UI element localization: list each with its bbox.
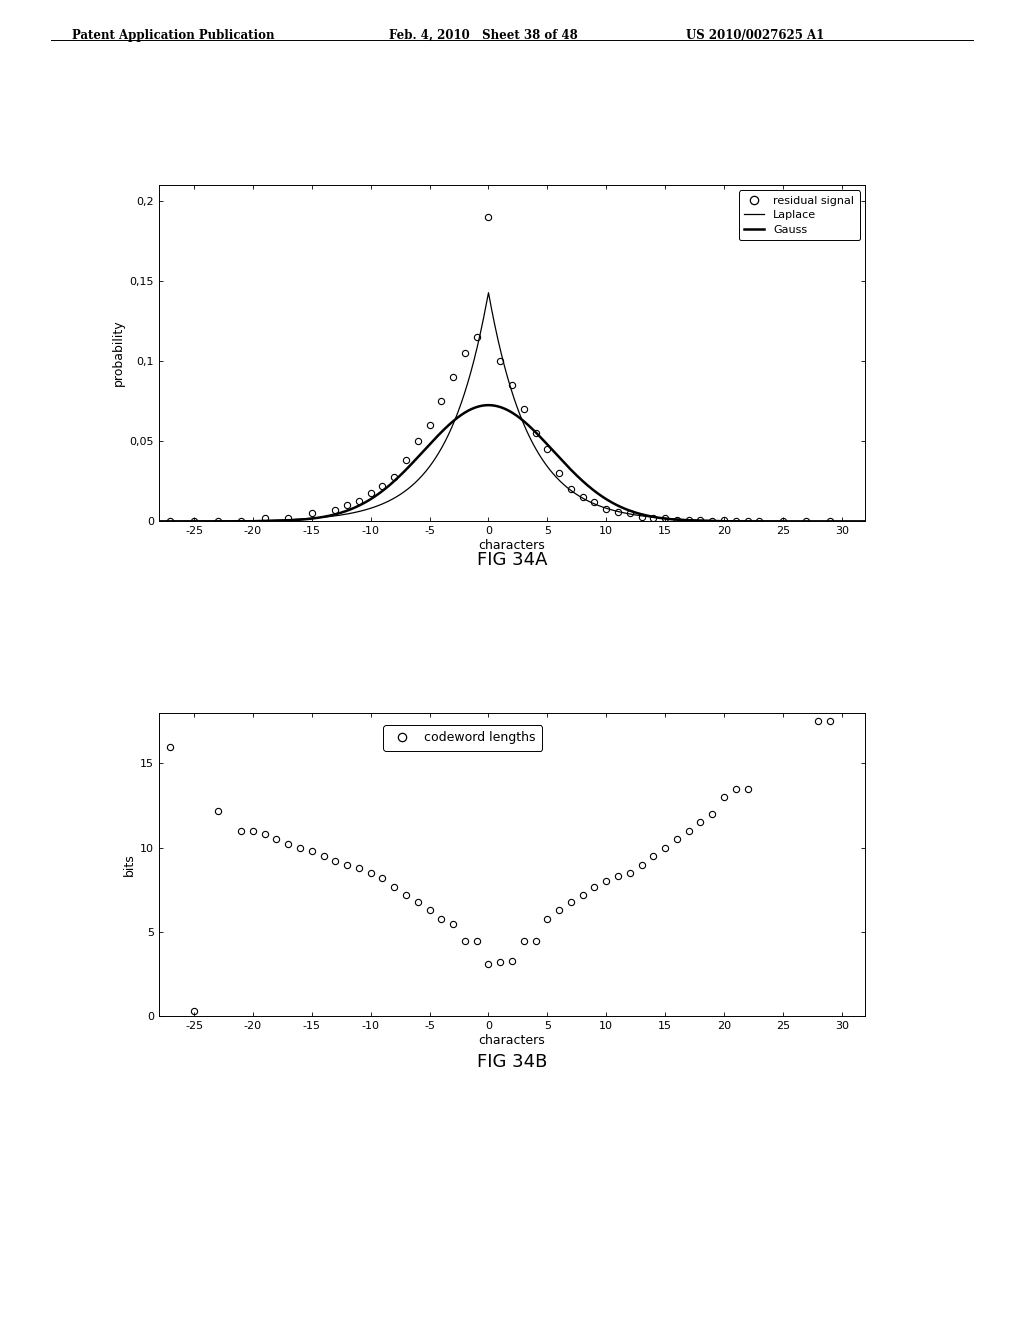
residual signal <box>412 433 424 449</box>
Gauss <box>710 513 722 529</box>
residual signal <box>635 508 647 524</box>
residual signal <box>823 513 836 529</box>
residual signal <box>435 393 447 409</box>
residual signal <box>482 209 495 224</box>
residual signal <box>282 511 295 527</box>
Laplace <box>839 513 851 529</box>
residual signal <box>624 506 636 521</box>
residual signal <box>459 345 471 360</box>
Laplace <box>188 513 201 529</box>
Text: Patent Application Publication: Patent Application Publication <box>72 29 274 42</box>
Line: Laplace: Laplace <box>159 293 865 521</box>
Laplace <box>710 512 722 528</box>
residual signal <box>388 469 400 484</box>
residual signal <box>234 513 248 529</box>
Text: Feb. 4, 2010   Sheet 38 of 48: Feb. 4, 2010 Sheet 38 of 48 <box>389 29 578 42</box>
residual signal <box>611 504 624 520</box>
residual signal <box>565 482 578 498</box>
Gauss <box>477 397 489 413</box>
residual signal <box>164 513 176 529</box>
residual signal <box>671 512 683 528</box>
X-axis label: characters: characters <box>478 1034 546 1047</box>
residual signal <box>741 513 754 529</box>
Gauss <box>497 400 509 416</box>
Laplace <box>859 513 871 529</box>
residual signal <box>517 401 530 417</box>
residual signal <box>529 425 542 441</box>
residual signal <box>258 511 270 527</box>
Laplace <box>153 513 165 529</box>
residual signal <box>341 498 353 513</box>
residual signal <box>506 378 518 393</box>
Line: Gauss: Gauss <box>159 405 865 521</box>
residual signal <box>188 513 201 529</box>
residual signal <box>659 511 672 527</box>
residual signal <box>801 513 813 529</box>
residual signal <box>647 511 659 527</box>
residual signal <box>694 512 707 528</box>
residual signal <box>588 494 600 510</box>
residual signal <box>600 500 612 516</box>
residual signal <box>541 441 553 457</box>
Legend: residual signal, Laplace, Gauss: residual signal, Laplace, Gauss <box>738 190 860 240</box>
Gauss <box>859 513 871 529</box>
residual signal <box>399 453 412 469</box>
residual signal <box>305 506 317 521</box>
Gauss <box>188 513 201 529</box>
Y-axis label: probability: probability <box>113 319 125 387</box>
Gauss <box>839 513 851 529</box>
residual signal <box>352 492 365 508</box>
Y-axis label: bits: bits <box>123 853 136 876</box>
residual signal <box>424 417 436 433</box>
residual signal <box>553 466 565 482</box>
Gauss <box>482 397 495 413</box>
residual signal <box>707 513 719 529</box>
Gauss <box>153 513 165 529</box>
residual signal <box>446 370 459 385</box>
Laplace <box>497 351 509 367</box>
residual signal <box>718 512 730 528</box>
Text: FIG 34A: FIG 34A <box>477 550 547 569</box>
residual signal <box>494 354 506 370</box>
residual signal <box>729 513 741 529</box>
Line: residual signal: residual signal <box>167 214 834 524</box>
residual signal <box>211 513 223 529</box>
Laplace <box>482 285 495 301</box>
Text: FIG 34B: FIG 34B <box>477 1052 547 1071</box>
residual signal <box>577 490 589 506</box>
Laplace <box>839 513 851 529</box>
residual signal <box>776 513 788 529</box>
residual signal <box>470 329 483 345</box>
Text: US 2010/0027625 A1: US 2010/0027625 A1 <box>686 29 824 42</box>
residual signal <box>682 512 694 528</box>
Laplace <box>477 310 489 326</box>
residual signal <box>377 478 389 494</box>
Gauss <box>839 513 851 529</box>
residual signal <box>754 513 766 529</box>
Legend: codeword lengths: codeword lengths <box>383 725 542 751</box>
residual signal <box>330 502 342 517</box>
X-axis label: characters: characters <box>478 539 546 552</box>
residual signal <box>365 484 377 500</box>
